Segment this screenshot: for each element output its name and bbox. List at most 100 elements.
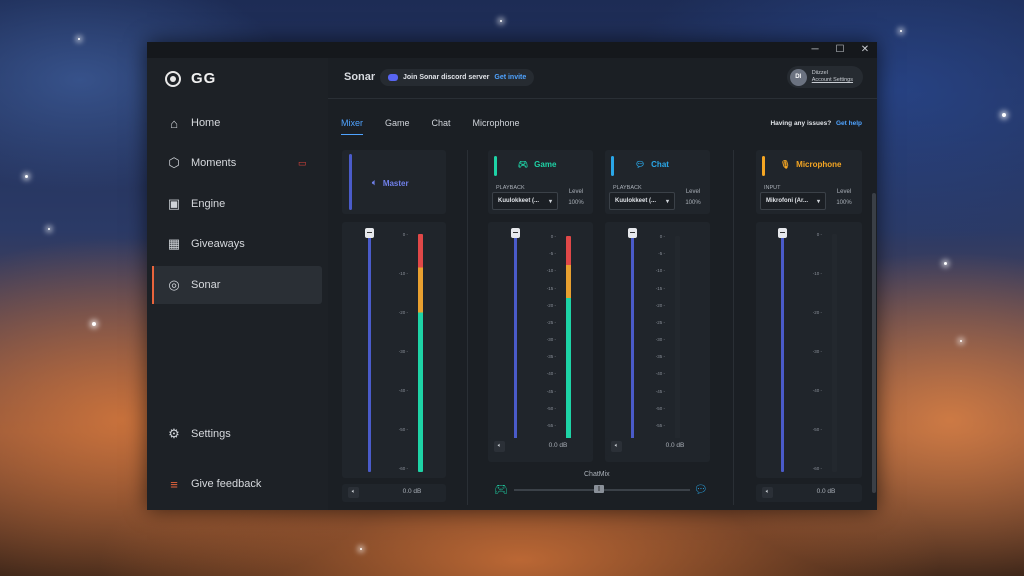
master-title: 🔈︎ Master [372, 178, 409, 188]
get-invite-link[interactable]: Get invite [494, 74, 527, 81]
master-volume-track[interactable] [368, 232, 371, 472]
star [48, 228, 50, 230]
tab-mixer[interactable]: Mixer [341, 118, 363, 135]
mic-mute-button[interactable]: 🔈︎ [762, 487, 773, 498]
discord-icon [388, 74, 398, 81]
scale-tick: -15 - [546, 285, 556, 291]
mic-volume-track[interactable] [781, 232, 784, 472]
mic-fader-panel: 0 - -10 - -20 - -30 - -40 - -50 - -60 - [756, 222, 862, 478]
sidebar-item-home[interactable]: ⌂ Home [152, 104, 322, 142]
scale-tick: -40 - [655, 371, 665, 377]
brand-name: GG [191, 70, 217, 87]
scale-tick: -50 - [546, 405, 556, 411]
game-playback-label: PLAYBACK [496, 185, 525, 191]
scale-tick: -60 - [812, 466, 822, 471]
master-label: Master [382, 178, 409, 188]
help-question: Having any issues? [770, 120, 832, 127]
settings-label: Settings [191, 428, 231, 440]
tab-chat[interactable]: Chat [431, 118, 451, 128]
scale-tick: -30 - [546, 337, 556, 342]
steelseries-logo-icon [165, 70, 181, 87]
sidebar-item-label: Giveaways [191, 238, 245, 250]
user-name: Diizzel [811, 70, 828, 76]
mic-db-value: 0.0 dB [816, 488, 836, 495]
game-footer: 🔈︎ 0.0 dB [488, 438, 593, 456]
chat-level-meter [675, 236, 680, 442]
chatmix-slider-knob[interactable]: || [594, 485, 604, 493]
master-volume-knob[interactable] [365, 228, 374, 238]
sidebar-item-label: Engine [191, 198, 226, 210]
mic-level-meter [832, 234, 837, 472]
game-volume-knob[interactable] [511, 228, 520, 238]
help-text: Having any issues? Get help [770, 120, 862, 127]
game-level-meter [566, 236, 571, 442]
section-divider [733, 150, 734, 505]
chat-device-select[interactable]: Kuulokkeet (... ▾ [609, 192, 675, 210]
mic-device-select[interactable]: Mikrofoni (Ar... ▾ [760, 192, 826, 210]
chat-playback-label: PLAYBACK [613, 185, 642, 191]
scale-tick: -20 - [546, 302, 556, 308]
game-mute-button[interactable]: 🔈︎ [494, 441, 505, 452]
master-mute-button[interactable]: 🔈︎ [348, 487, 359, 498]
scale-tick: -30 - [812, 349, 822, 354]
chevron-down-icon: ▾ [548, 198, 552, 205]
tab-bar: Mixer Game Chat Microphone [341, 118, 542, 135]
scale-tick: -10 - [546, 268, 556, 274]
chat-mute-button[interactable]: 🔈︎ [611, 441, 622, 452]
game-device-select[interactable]: Kuulokkeet (... ▾ [492, 192, 558, 210]
main-content: Sonar Join Sonar discord server Get invi… [328, 58, 877, 510]
game-level-value: 100% [568, 200, 584, 206]
mic-footer: 🔈︎ 0.0 dB [756, 484, 862, 502]
chat-footer: 🔈︎ 0.0 dB [605, 438, 710, 456]
scale-tick: 0 - [816, 232, 822, 237]
user-account[interactable]: DI Diizzel Account Settings [786, 66, 863, 88]
master-color-bar [349, 154, 352, 210]
scale-tick: -40 - [398, 388, 408, 393]
maximize-button[interactable]: ☐ [835, 44, 845, 55]
sidebar-item-label: Sonar [191, 279, 221, 291]
sidebar-item-engine[interactable]: ▣ Engine [152, 185, 322, 223]
settings-button[interactable]: ⚙ Settings [152, 415, 322, 453]
mic-label: Microphone [796, 160, 842, 169]
game-volume-track[interactable] [514, 232, 517, 448]
chat-header: 💬︎ Chat PLAYBACK Kuulokkeet (... ▾ Level … [605, 150, 710, 214]
scale-tick: -35 - [546, 354, 556, 360]
chatmix-game-icon: 🎮︎ [494, 484, 508, 496]
discord-text: Join Sonar discord server [403, 74, 490, 81]
hexagon-icon: ⬡ [168, 155, 180, 170]
gift-icon: ▦ [167, 236, 181, 251]
tab-microphone[interactable]: Microphone [472, 118, 520, 128]
sidebar-item-sonar[interactable]: ◎ Sonar [152, 266, 322, 304]
mic-volume-knob[interactable] [778, 228, 787, 238]
star [78, 38, 80, 40]
chip-icon: ▣ [167, 196, 181, 211]
avatar: DI [789, 68, 807, 86]
scale-tick: -45 - [655, 388, 665, 394]
chat-color-bar [611, 156, 614, 176]
scale-tick: -5 - [658, 251, 665, 257]
speaker-icon: 🔈︎ [372, 178, 377, 187]
scale-tick: -50 - [812, 427, 822, 432]
sonar-window: ─ ☐ ✕ GG ⌂ Home ⬡ Moments ▭ ▣ Engine ▦ G… [147, 42, 877, 510]
star [1002, 113, 1006, 117]
section-divider [467, 150, 468, 505]
give-feedback-button[interactable]: ≡ Give feedback [152, 465, 322, 503]
mic-input-label: INPUT [764, 185, 781, 191]
account-settings-link[interactable]: Account Settings [811, 77, 853, 83]
chatmix-label: ChatMix [584, 471, 610, 478]
scale-tick: -25 - [546, 319, 556, 325]
chat-bubble-icon: 💬︎ [635, 160, 646, 169]
chat-volume-knob[interactable] [628, 228, 637, 238]
user-info: Diizzel Account Settings [812, 70, 853, 84]
scrollbar[interactable] [872, 193, 876, 493]
chat-volume-track[interactable] [631, 232, 634, 448]
discord-invite-pill[interactable]: Join Sonar discord server Get invite [380, 69, 535, 86]
sidebar-item-moments[interactable]: ⬡ Moments ▭ [152, 144, 322, 182]
star [360, 548, 362, 550]
scale-tick: -10 - [655, 268, 665, 274]
close-button[interactable]: ✕ [860, 44, 870, 55]
get-help-link[interactable]: Get help [835, 120, 862, 127]
minimize-button[interactable]: ─ [811, 44, 819, 55]
tab-game[interactable]: Game [385, 118, 410, 128]
sidebar-item-giveaways[interactable]: ▦ Giveaways [152, 225, 322, 263]
